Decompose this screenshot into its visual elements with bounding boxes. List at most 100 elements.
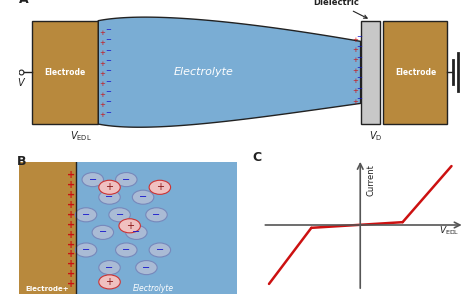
Text: −: −	[356, 55, 362, 61]
Text: +: +	[106, 182, 114, 192]
Text: $V_{\mathrm{D}}$: $V_{\mathrm{D}}$	[369, 130, 383, 143]
Text: −: −	[132, 227, 140, 237]
FancyBboxPatch shape	[383, 21, 447, 124]
Text: Electrode+: Electrode+	[26, 286, 69, 292]
Text: −: −	[356, 75, 362, 81]
Text: +: +	[352, 47, 358, 53]
Text: $V_{\mathrm{EDL}}$: $V_{\mathrm{EDL}}$	[439, 224, 460, 237]
Text: −: −	[105, 99, 111, 105]
Text: +: +	[67, 239, 75, 250]
Text: −: −	[156, 245, 164, 255]
Text: +: +	[352, 99, 358, 105]
Text: B: B	[17, 155, 27, 168]
Text: +: +	[352, 68, 358, 74]
Text: +: +	[99, 71, 105, 77]
Circle shape	[149, 243, 171, 257]
Circle shape	[75, 208, 97, 222]
Text: −: −	[153, 210, 161, 220]
Text: −: −	[105, 110, 111, 116]
Text: −: −	[122, 245, 130, 255]
Text: +: +	[352, 78, 358, 84]
Text: Electrode: Electrode	[45, 68, 86, 77]
Text: −: −	[356, 96, 362, 102]
Text: −: −	[122, 175, 130, 184]
Text: Current: Current	[366, 164, 375, 196]
Circle shape	[116, 243, 137, 257]
Circle shape	[75, 243, 97, 257]
Text: +: +	[67, 259, 75, 269]
Text: Dielectric: Dielectric	[313, 0, 367, 18]
Polygon shape	[98, 17, 361, 127]
Circle shape	[149, 180, 171, 194]
Text: C: C	[253, 152, 262, 164]
Text: $V$: $V$	[17, 76, 26, 88]
Circle shape	[126, 225, 147, 239]
Text: −: −	[82, 245, 90, 255]
Text: $V_{\mathrm{EDL}}$: $V_{\mathrm{EDL}}$	[70, 130, 91, 143]
Text: +: +	[99, 30, 105, 36]
Text: +: +	[67, 180, 75, 190]
Text: +: +	[99, 92, 105, 98]
Text: +: +	[352, 88, 358, 94]
Text: +: +	[99, 50, 105, 56]
Text: −: −	[356, 44, 362, 50]
Circle shape	[99, 180, 120, 194]
FancyBboxPatch shape	[361, 21, 381, 124]
Text: −: −	[105, 68, 111, 74]
Circle shape	[99, 275, 120, 289]
Text: −: −	[105, 89, 111, 95]
Text: +: +	[106, 277, 114, 287]
Text: +: +	[67, 249, 75, 260]
Text: −: −	[105, 27, 111, 33]
Text: −: −	[89, 175, 97, 184]
Text: +: +	[126, 221, 134, 231]
Text: +: +	[67, 210, 75, 220]
Text: +: +	[67, 170, 75, 180]
Text: −: −	[356, 85, 362, 91]
Text: −: −	[356, 34, 362, 40]
Circle shape	[146, 208, 167, 222]
Text: −: −	[105, 37, 111, 43]
Text: −: −	[356, 65, 362, 71]
Circle shape	[99, 190, 120, 204]
Text: +: +	[99, 61, 105, 67]
Text: +: +	[67, 200, 75, 210]
Text: +: +	[67, 220, 75, 230]
Circle shape	[82, 172, 103, 187]
Circle shape	[99, 261, 120, 274]
Text: Electrode: Electrode	[395, 68, 437, 77]
Text: −: −	[106, 262, 114, 273]
Text: +: +	[352, 57, 358, 63]
Circle shape	[136, 261, 157, 274]
Text: +: +	[99, 81, 105, 87]
Text: −: −	[105, 48, 111, 54]
FancyBboxPatch shape	[76, 162, 237, 294]
Text: +: +	[99, 102, 105, 108]
Circle shape	[119, 219, 140, 233]
Circle shape	[92, 225, 114, 239]
Circle shape	[109, 208, 130, 222]
Text: −: −	[142, 262, 150, 273]
Circle shape	[132, 190, 154, 204]
Text: +: +	[67, 269, 75, 279]
Text: −: −	[105, 79, 111, 85]
Text: +: +	[156, 182, 164, 192]
Text: −: −	[105, 58, 111, 64]
FancyBboxPatch shape	[32, 21, 98, 124]
Text: −: −	[116, 210, 124, 220]
Text: +: +	[67, 230, 75, 240]
Text: Electrolyte: Electrolyte	[133, 284, 173, 293]
Text: +: +	[99, 112, 105, 118]
FancyBboxPatch shape	[19, 162, 76, 294]
Text: A: A	[19, 0, 28, 6]
Text: +: +	[99, 40, 105, 46]
Text: Electrolyte: Electrolyte	[174, 68, 234, 77]
Text: +: +	[67, 279, 75, 289]
Text: −: −	[82, 210, 90, 220]
Circle shape	[116, 172, 137, 187]
Text: −: −	[139, 192, 147, 202]
Text: +: +	[67, 190, 75, 200]
Text: +: +	[352, 37, 358, 43]
Text: −: −	[99, 227, 107, 237]
Text: −: −	[106, 192, 114, 202]
